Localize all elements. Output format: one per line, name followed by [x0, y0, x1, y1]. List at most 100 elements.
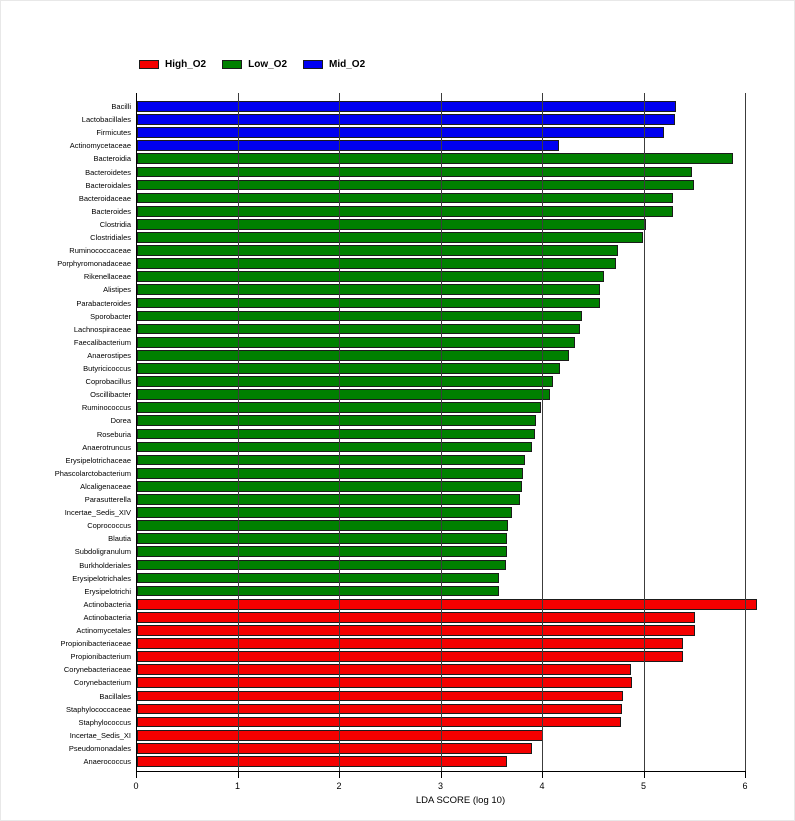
taxon-label: Bacteroidetes	[85, 167, 131, 177]
gridline	[745, 93, 746, 771]
bar	[137, 533, 508, 545]
legend: High_O2 Low_O2 Mid_O2	[139, 59, 365, 70]
legend-item-low_o2: Low_O2	[222, 59, 287, 70]
x-tick-label: 4	[539, 781, 545, 791]
bar	[137, 546, 508, 558]
bar	[137, 232, 644, 243]
bar	[137, 428, 535, 440]
x-tick	[237, 771, 239, 778]
taxon-label: Burkholderiales	[79, 560, 131, 570]
taxon-label: Clostridia	[99, 219, 131, 229]
bar	[137, 297, 600, 309]
x-axis-title: LDA SCORE (log 10)	[415, 795, 506, 806]
bar	[137, 729, 543, 741]
bar	[137, 363, 561, 374]
gridline	[237, 93, 239, 771]
bar	[137, 127, 664, 138]
taxon-label: Coprobacillus	[85, 377, 131, 387]
x-tick	[136, 771, 137, 778]
bar	[137, 166, 693, 178]
bar	[137, 310, 582, 322]
bar	[137, 179, 695, 191]
bar	[137, 572, 500, 584]
taxon-label: Erysipelotrichales	[72, 573, 131, 583]
bar	[137, 245, 619, 256]
taxon-label: Incertae_Sedis_XIV	[64, 508, 131, 518]
bar	[137, 690, 624, 702]
y-axis-line	[136, 93, 137, 771]
x-tick-label: 3	[437, 781, 443, 791]
legend-swatch-icon	[139, 60, 159, 69]
bar	[137, 716, 622, 728]
bar	[137, 651, 684, 662]
taxon-label: Clostridiales	[90, 233, 131, 242]
bar	[137, 192, 673, 204]
legend-label: High_O2	[165, 59, 207, 70]
bar	[137, 284, 600, 296]
bar	[137, 153, 733, 165]
bar	[137, 336, 576, 348]
taxon-label: Dorea	[110, 416, 131, 426]
taxon-label: Rikenellaceae	[83, 272, 131, 282]
bar	[137, 140, 560, 152]
legend-swatch-icon	[303, 60, 324, 69]
taxon-label: Bacteroides	[91, 206, 131, 216]
bar	[137, 585, 500, 597]
taxon-label: Oscillibacter	[90, 390, 131, 400]
bar	[137, 507, 512, 518]
legend-swatch-icon	[222, 60, 243, 69]
taxon-label: Blautia	[108, 534, 131, 544]
taxon-label: Pseudomonadales	[68, 743, 131, 753]
taxon-label: Actinobacteria	[83, 612, 131, 622]
taxon-label: Firmicutes	[96, 128, 131, 138]
taxon-label: Anaerotruncus	[82, 442, 131, 452]
legend-item-high_o2: High_O2	[139, 59, 206, 70]
x-tick-label: 5	[640, 781, 646, 791]
bar	[137, 494, 520, 505]
taxon-label: Anaerococcus	[83, 757, 131, 766]
bar	[137, 402, 541, 414]
taxon-label: Lactobacillales	[81, 115, 131, 125]
bar	[137, 205, 673, 217]
bar	[137, 271, 604, 283]
taxon-label: Staphylococcus	[78, 717, 131, 727]
bar	[137, 323, 580, 335]
taxon-label: Actinobacteria	[83, 599, 131, 609]
taxon-label: Alistipes	[103, 285, 131, 295]
bar	[137, 101, 676, 112]
bar	[137, 349, 570, 361]
x-tick-label: 6	[742, 781, 748, 791]
bar	[137, 389, 551, 400]
taxon-label: Porphyromonadaceae	[57, 259, 131, 269]
bar	[137, 559, 507, 571]
bar	[137, 415, 536, 427]
taxon-label: Incertae_Sedis_XI	[69, 730, 131, 740]
x-tick	[339, 771, 340, 778]
taxon-label: Bacteroidales	[85, 180, 131, 190]
taxon-label: Roseburia	[96, 429, 131, 439]
bar	[137, 520, 509, 531]
x-tick	[542, 771, 543, 778]
taxon-label: Bacteroidaceae	[78, 193, 131, 203]
bar	[137, 441, 532, 453]
taxon-label: Erysipelotrichaceae	[65, 455, 131, 465]
gridline	[542, 93, 543, 771]
taxon-label: Bacilli	[111, 102, 131, 111]
bar	[137, 598, 758, 610]
bar	[137, 638, 684, 649]
taxon-label: Erysipelotrichi	[84, 586, 131, 596]
x-tick	[745, 771, 746, 778]
bar	[137, 114, 675, 125]
taxon-label: Propionibacteriaceae	[60, 639, 131, 649]
taxon-label: Actinomycetaceae	[69, 141, 131, 151]
gridline	[643, 93, 645, 771]
bar	[137, 467, 523, 479]
taxon-label: Alcaligenaceae	[80, 481, 131, 491]
taxon-label: Parabacteroides	[76, 298, 131, 308]
taxon-label: Faecalibacterium	[73, 337, 131, 347]
gridline	[339, 93, 340, 771]
bar	[137, 454, 525, 466]
bar	[137, 756, 508, 767]
